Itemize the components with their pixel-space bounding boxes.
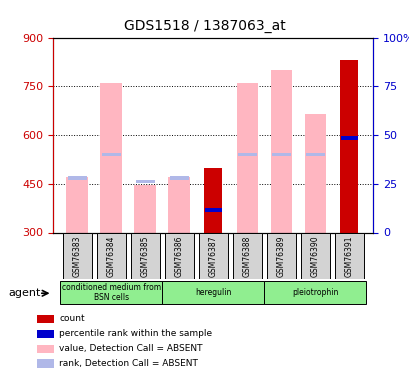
Text: GSM76386: GSM76386 [174, 235, 183, 277]
Text: GSM76389: GSM76389 [276, 235, 285, 277]
Bar [204, 208, 221, 212]
Text: agent: agent [8, 288, 40, 298]
FancyBboxPatch shape [300, 233, 329, 279]
FancyBboxPatch shape [334, 233, 363, 279]
Bar [134, 185, 155, 232]
FancyBboxPatch shape [266, 233, 295, 279]
FancyBboxPatch shape [198, 233, 227, 279]
Bar [305, 153, 324, 156]
Bar [36, 360, 54, 368]
Text: GDS1518 / 1387063_at: GDS1518 / 1387063_at [124, 19, 285, 33]
Bar [271, 153, 290, 156]
FancyBboxPatch shape [130, 233, 159, 279]
Bar [36, 315, 54, 323]
FancyBboxPatch shape [97, 233, 125, 279]
Bar [270, 70, 291, 232]
Bar [36, 330, 54, 338]
Bar [339, 60, 357, 232]
Bar [237, 153, 256, 156]
Text: heregulin: heregulin [195, 288, 231, 297]
FancyBboxPatch shape [164, 233, 193, 279]
Bar [169, 176, 188, 180]
Text: rank, Detection Call = ABSENT: rank, Detection Call = ABSENT [59, 359, 198, 368]
Text: GSM76390: GSM76390 [310, 235, 319, 277]
Bar [101, 153, 120, 156]
FancyBboxPatch shape [60, 280, 162, 304]
Text: percentile rank within the sample: percentile rank within the sample [59, 329, 212, 338]
Text: GSM76387: GSM76387 [208, 235, 217, 277]
FancyBboxPatch shape [263, 280, 365, 304]
Text: GSM76384: GSM76384 [106, 235, 115, 277]
Bar [236, 83, 257, 232]
Bar [36, 345, 54, 353]
Bar [100, 83, 121, 232]
Bar [168, 177, 189, 232]
Text: GSM76391: GSM76391 [344, 235, 353, 277]
Bar [67, 176, 86, 180]
Text: GSM76385: GSM76385 [140, 235, 149, 277]
Text: GSM76383: GSM76383 [72, 235, 81, 277]
FancyBboxPatch shape [232, 233, 261, 279]
Text: count: count [59, 315, 85, 324]
FancyBboxPatch shape [162, 280, 263, 304]
Bar [204, 168, 222, 232]
Bar [135, 180, 154, 183]
Text: GSM76388: GSM76388 [242, 235, 251, 277]
FancyBboxPatch shape [63, 233, 91, 279]
Bar [66, 177, 88, 232]
Text: conditioned medium from
BSN cells: conditioned medium from BSN cells [61, 283, 160, 302]
Text: pleiotrophin: pleiotrophin [291, 288, 337, 297]
Bar [304, 114, 325, 232]
Bar [340, 136, 357, 140]
Text: value, Detection Call = ABSENT: value, Detection Call = ABSENT [59, 344, 202, 353]
